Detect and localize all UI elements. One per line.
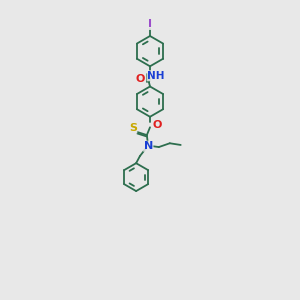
Text: N: N	[144, 141, 153, 151]
Text: NH: NH	[147, 71, 165, 81]
Text: O: O	[135, 74, 145, 84]
Text: I: I	[148, 20, 152, 29]
Text: O: O	[152, 120, 161, 130]
Text: S: S	[129, 123, 137, 133]
